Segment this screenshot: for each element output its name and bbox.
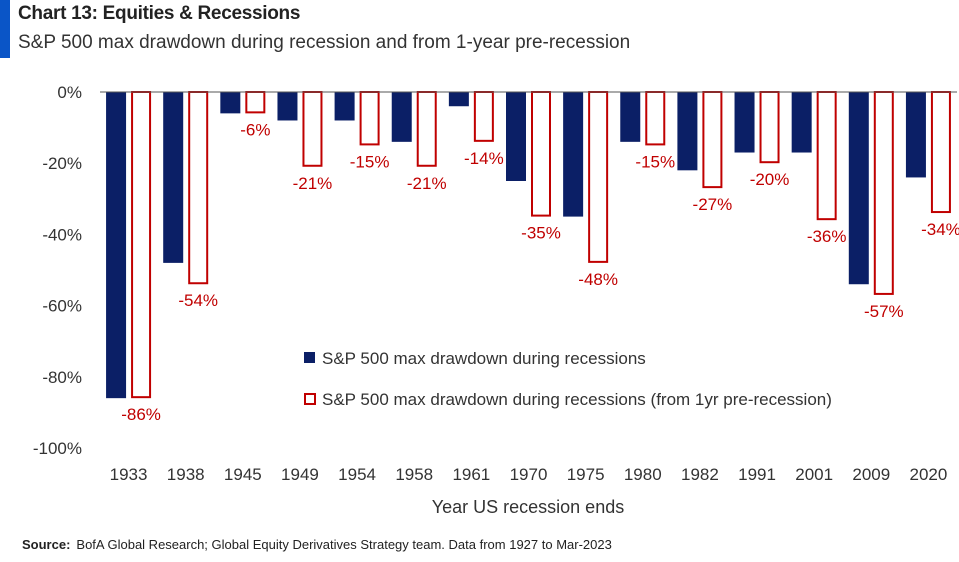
bar-from-pre-recession <box>873 91 894 295</box>
chart-title: Chart 13: Equities & Recessions <box>18 3 301 24</box>
bar-during-recession <box>677 92 698 171</box>
x-tick-label: 1961 <box>452 465 490 484</box>
bar-from-pre-recession <box>188 91 209 285</box>
y-tick-label: -80% <box>42 368 82 387</box>
y-tick-label: 0% <box>57 83 82 102</box>
x-tick-label: 1982 <box>681 465 719 484</box>
x-tick-label: 1938 <box>167 465 205 484</box>
data-label: -35% <box>521 224 561 243</box>
data-label: -21% <box>293 174 333 193</box>
bar-from-pre-recession <box>645 91 666 146</box>
y-tick-label: -60% <box>42 297 82 316</box>
x-tick-label: 1933 <box>110 465 148 484</box>
data-label: -36% <box>807 227 847 246</box>
bar-chart: 0% -20% -40% -60% -80% -100% 1933 1938 1945 1949… <box>33 83 959 517</box>
bar-during-recession <box>791 92 812 153</box>
data-label: -34% <box>921 220 959 239</box>
bar-from-pre-recession <box>131 91 152 399</box>
bar-during-recession <box>334 92 355 121</box>
x-tick-label: 1949 <box>281 465 319 484</box>
x-axis: 1933 1938 1945 1949 1954 1958 1961 1970 1975 1980… <box>100 91 957 484</box>
bar-from-pre-recession <box>416 91 437 167</box>
x-tick-label: 2020 <box>910 465 948 484</box>
y-tick-label: -20% <box>42 154 82 173</box>
x-tick-label: 1991 <box>738 465 776 484</box>
data-label: -86% <box>121 405 161 424</box>
source-note: Source: BofA Global Research; Global Equi… <box>22 537 612 552</box>
legend-label-during: S&P 500 max drawdown during recessions <box>322 349 646 368</box>
legend-label-pre-recession: S&P 500 max drawdown during recessions (… <box>322 390 832 409</box>
data-label: -14% <box>464 149 504 168</box>
bar-from-pre-recession <box>531 91 551 217</box>
bar-during-recession <box>506 92 526 181</box>
data-label: -27% <box>693 195 733 214</box>
bar-during-recession <box>448 92 469 107</box>
bar-during-recession <box>163 92 184 263</box>
bar-during-recession <box>106 92 127 399</box>
data-label: -48% <box>578 270 618 289</box>
bar-during-recession <box>563 92 584 217</box>
x-tick-label: 1945 <box>224 465 262 484</box>
bar-from-pre-recession <box>245 91 266 114</box>
bar-from-pre-recession <box>816 91 837 221</box>
x-tick-label: 1980 <box>624 465 662 484</box>
source-text: BofA Global Research; Global Equity Deri… <box>76 537 612 552</box>
data-label: -15% <box>350 152 390 171</box>
data-label: -6% <box>240 120 270 139</box>
chart-subtitle: S&P 500 max drawdown during recession an… <box>18 32 631 53</box>
bar-from-pre-recession <box>702 91 723 189</box>
bar-from-pre-recession <box>759 91 780 164</box>
legend-swatch-during <box>304 352 315 363</box>
bar-from-pre-recession <box>588 91 609 263</box>
y-axis: 0% -20% -40% -60% -80% -100% <box>33 83 82 458</box>
x-tick-label: 2009 <box>852 465 890 484</box>
bar-from-pre-recession <box>473 91 494 142</box>
bar-during-recession <box>277 92 298 121</box>
data-label: -54% <box>178 291 218 310</box>
legend-swatch-pre-recession <box>304 393 316 405</box>
bar-during-recession <box>734 92 755 153</box>
y-tick-label: -40% <box>42 225 82 244</box>
bar-during-recession <box>848 92 869 285</box>
data-labels: -86% -54% -6% -21% -15% -21% -14% -35% -48% -15% -… <box>121 120 959 424</box>
accent-bar <box>0 0 10 58</box>
x-tick-label: 1954 <box>338 465 376 484</box>
y-tick-label: -100% <box>33 439 82 458</box>
bar-from-pre-recession <box>930 91 951 214</box>
bar-during-recession <box>220 92 241 114</box>
x-tick-label: 2001 <box>795 465 833 484</box>
bar-from-pre-recession <box>302 91 323 167</box>
x-tick-label: 1958 <box>395 465 433 484</box>
data-label: -20% <box>750 170 790 189</box>
source-label: Source: <box>22 537 71 552</box>
x-axis-label: Year US recession ends <box>432 497 624 517</box>
bar-during-recession <box>905 92 926 178</box>
data-label: -21% <box>407 174 447 193</box>
x-tick-label: 1975 <box>567 465 605 484</box>
legend: S&P 500 max drawdown during recessions S&… <box>304 349 832 409</box>
data-label: -57% <box>864 302 904 321</box>
data-label: -15% <box>635 152 675 171</box>
x-tick-label: 1970 <box>510 465 548 484</box>
bar-during-recession <box>620 92 641 142</box>
bar-during-recession <box>391 92 412 142</box>
bar-from-pre-recession <box>359 91 380 146</box>
